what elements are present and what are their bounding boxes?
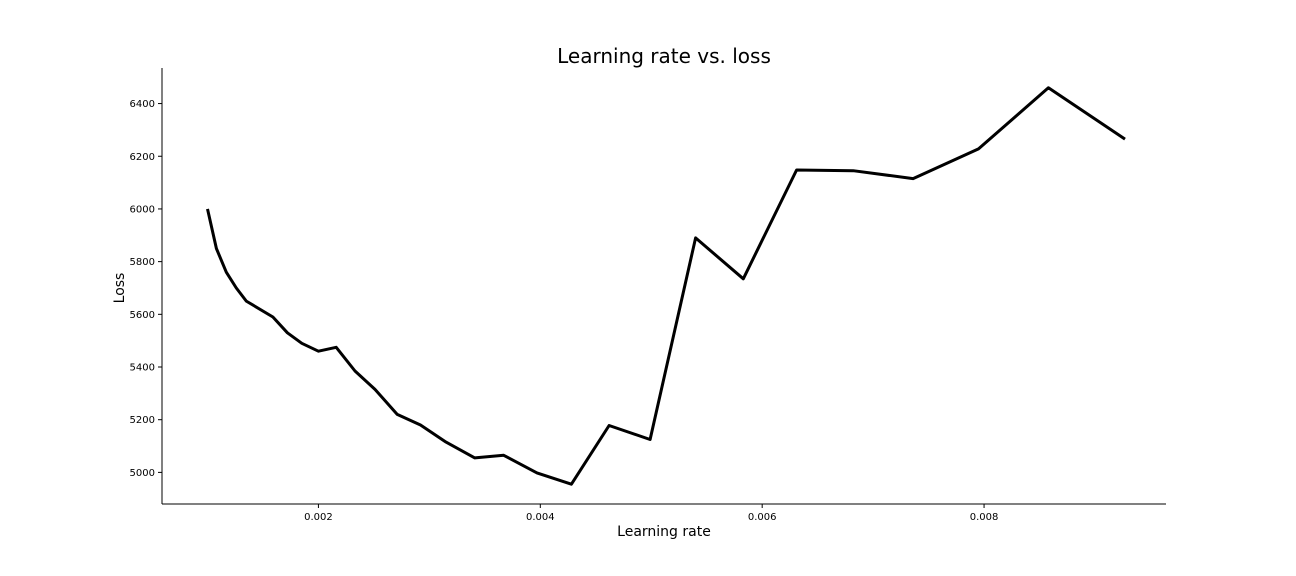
y-axis-label: Loss	[112, 273, 128, 304]
x-axis-label: Learning rate	[617, 524, 711, 540]
loss-line	[206, 86, 1126, 486]
x-tick-label: 0.002	[304, 512, 333, 523]
y-tick-label: 5800	[130, 257, 155, 268]
x-tick-label: 0.004	[526, 512, 555, 523]
x-tick-label: 0.008	[970, 512, 999, 523]
y-tick-label: 5600	[130, 310, 155, 321]
y-tick-label: 5400	[130, 363, 155, 374]
x-tick-label: 0.006	[748, 512, 777, 523]
y-tick-label: 6200	[130, 152, 155, 163]
y-tick-label: 6400	[130, 99, 155, 110]
y-tick-label: 6000	[130, 204, 155, 215]
y-tick-label: 5200	[130, 415, 155, 426]
y-tick-label: 5000	[130, 468, 155, 479]
series-layer	[206, 86, 1126, 486]
y-axis-ticks: 5000 5200 5400 5600 5800 6000 6200 6400	[130, 99, 162, 479]
x-axis-ticks: 0.002 0.004 0.006 0.008	[304, 504, 998, 523]
chart-title: Learning rate vs. loss	[557, 44, 771, 68]
